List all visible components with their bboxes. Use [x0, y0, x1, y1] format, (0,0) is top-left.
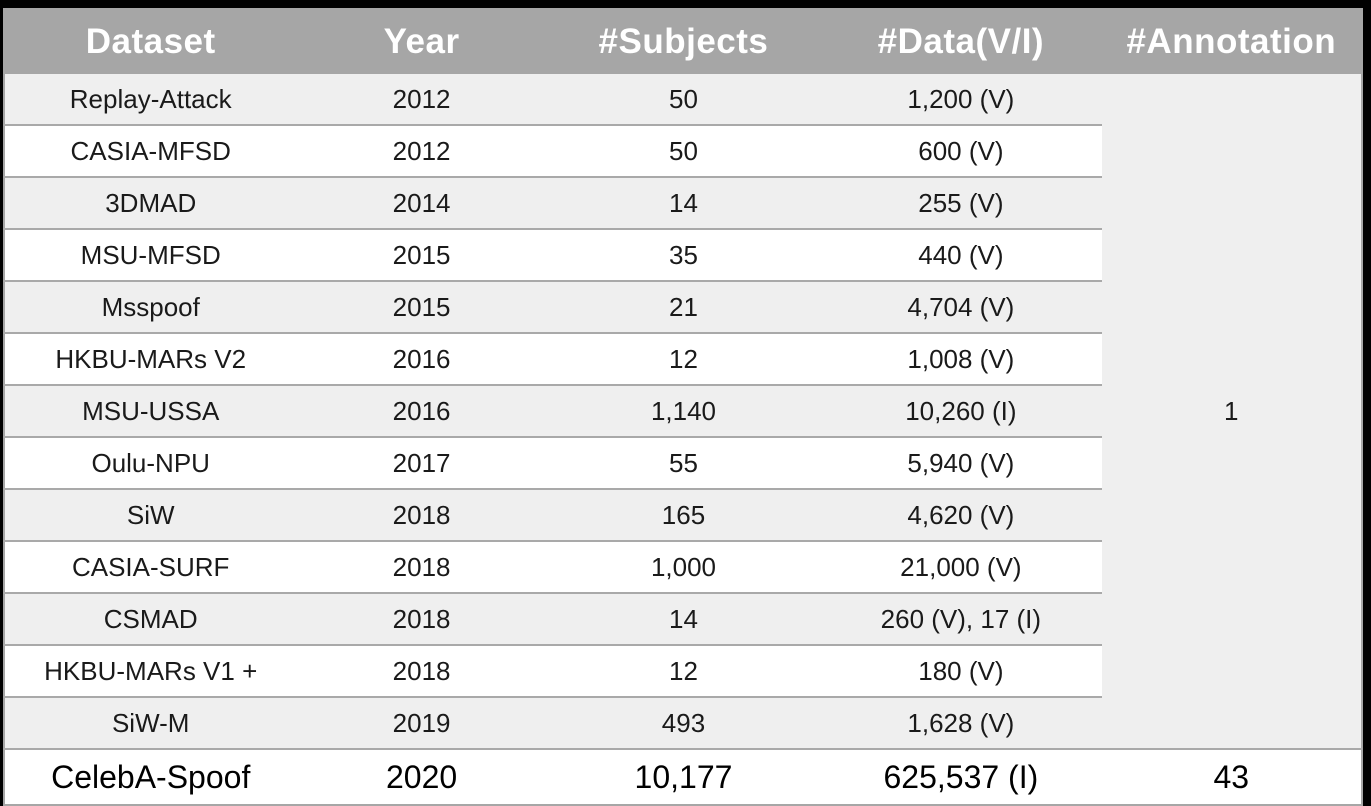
dataset-comparison-table: Dataset Year #Subjects #Data(V/I) #Annot… — [3, 8, 1363, 806]
cell-data: 4,704 (V) — [820, 280, 1102, 333]
cell-data: 1,628 (V) — [820, 696, 1102, 749]
table-row: 3DMAD 2014 14 255 (V) — [4, 176, 1362, 229]
cell-subjects: 165 — [546, 488, 821, 541]
cell-year: 2018 — [296, 592, 547, 645]
cell-dataset: HKBU-MARs V1 + — [4, 644, 297, 697]
column-header-annotation: #Annotation — [1101, 9, 1362, 74]
column-header-data: #Data(V/I) — [820, 9, 1102, 74]
cell-year: 2018 — [296, 644, 547, 697]
highlight-row: CelebA-Spoof 2020 10,177 625,537 (I) 43 — [4, 748, 1362, 805]
table-row: SiW 2018 165 4,620 (V) — [4, 488, 1362, 541]
cell-dataset: Replay-Attack — [4, 74, 297, 125]
cell-dataset: SiW — [4, 488, 297, 541]
cell-data: 1,008 (V) — [820, 332, 1102, 385]
table-row: MSU-USSA 2016 1,140 10,260 (I) — [4, 384, 1362, 437]
cell-subjects: 14 — [546, 592, 821, 645]
cell-subjects: 12 — [546, 332, 821, 385]
cell-dataset: SiW-M — [4, 696, 297, 749]
cell-subjects: 1,000 — [546, 540, 821, 593]
column-header-subjects: #Subjects — [546, 9, 821, 74]
cell-dataset: MSU-USSA — [4, 384, 297, 437]
merged-annotation-cell: 1 — [1101, 74, 1362, 749]
cell-year: 2017 — [296, 436, 547, 489]
cell-data: 260 (V), 17 (I) — [820, 592, 1102, 645]
cell-year: 2014 — [296, 176, 547, 229]
table-row: Replay-Attack 2012 50 1,200 (V) 1 — [4, 74, 1362, 749]
table-row: MSU-MFSD 2015 35 440 (V) — [4, 228, 1362, 281]
cell-data: 255 (V) — [820, 176, 1102, 229]
cell-data: 10,260 (I) — [820, 384, 1102, 437]
table-row: CASIA-SURF 2018 1,000 21,000 (V) — [4, 540, 1362, 593]
cell-data: 440 (V) — [820, 228, 1102, 281]
cell-year: 2016 — [296, 384, 547, 437]
cell-dataset: CelebA-Spoof — [4, 748, 297, 805]
cell-subjects: 493 — [546, 696, 821, 749]
cell-annotation: 43 — [1101, 748, 1362, 805]
cell-dataset: CASIA-MFSD — [4, 124, 297, 177]
cell-dataset: CASIA-SURF — [4, 540, 297, 593]
cell-year: 2015 — [296, 280, 547, 333]
cell-dataset: 3DMAD — [4, 176, 297, 229]
table-row: SiW-M 2019 493 1,628 (V) — [4, 696, 1362, 749]
cell-year: 2018 — [296, 488, 547, 541]
cell-dataset: MSU-MFSD — [4, 228, 297, 281]
table-header: Dataset Year #Subjects #Data(V/I) #Annot… — [4, 9, 1362, 74]
table-frame: Dataset Year #Subjects #Data(V/I) #Annot… — [3, 8, 1363, 806]
cell-year: 2012 — [296, 74, 547, 125]
cell-subjects: 50 — [546, 124, 821, 177]
cell-data: 4,620 (V) — [820, 488, 1102, 541]
cell-subjects: 1,140 — [546, 384, 821, 437]
cell-subjects: 35 — [546, 228, 821, 281]
cell-subjects: 21 — [546, 280, 821, 333]
cell-subjects: 50 — [546, 74, 821, 125]
cell-data: 5,940 (V) — [820, 436, 1102, 489]
cell-year: 2019 — [296, 696, 547, 749]
cell-subjects: 10,177 — [546, 748, 821, 805]
table-row: Oulu-NPU 2017 55 5,940 (V) — [4, 436, 1362, 489]
cell-data: 180 (V) — [820, 644, 1102, 697]
table-row: HKBU-MARs V1 +2018 12 180 (V) — [4, 644, 1362, 697]
column-header-dataset: Dataset — [4, 9, 297, 74]
cell-data: 21,000 (V) — [820, 540, 1102, 593]
cell-year: 2018 — [296, 540, 547, 593]
table-row: HKBU-MARs V2 2016 12 1,008 (V) — [4, 332, 1362, 385]
cell-data: 625,537 (I) — [820, 748, 1102, 805]
cell-data: 600 (V) — [820, 124, 1102, 177]
cell-year: 2016 — [296, 332, 547, 385]
cell-dataset: HKBU-MARs V2 — [4, 332, 297, 385]
column-header-year: Year — [296, 9, 547, 74]
cell-subjects: 12 — [546, 644, 821, 697]
cell-dataset: Msspoof — [4, 280, 297, 333]
cell-data: 1,200 (V) — [820, 74, 1102, 125]
cell-dataset: CSMAD — [4, 592, 297, 645]
cell-subjects: 14 — [546, 176, 821, 229]
cell-subjects: 55 — [546, 436, 821, 489]
cell-year: 2012 — [296, 124, 547, 177]
table-body: Replay-Attack 2012 50 1,200 (V) 1 CASIA-MFSD 2… — [4, 74, 1362, 749]
table-row: CSMAD 2018 14 260 (V), 17 (I) — [4, 592, 1362, 645]
cell-year: 2015 — [296, 228, 547, 281]
header-row: Dataset Year #Subjects #Data(V/I) #Annot… — [4, 9, 1362, 74]
table-row: CASIA-MFSD 2012 50 600 (V) — [4, 124, 1362, 177]
cell-year: 2020 — [296, 748, 547, 805]
cell-dataset: Oulu-NPU — [4, 436, 297, 489]
table-row: Msspoof 2015 21 4,704 (V) — [4, 280, 1362, 333]
table-footer: CelebA-Spoof 2020 10,177 625,537 (I) 43 — [4, 748, 1362, 805]
